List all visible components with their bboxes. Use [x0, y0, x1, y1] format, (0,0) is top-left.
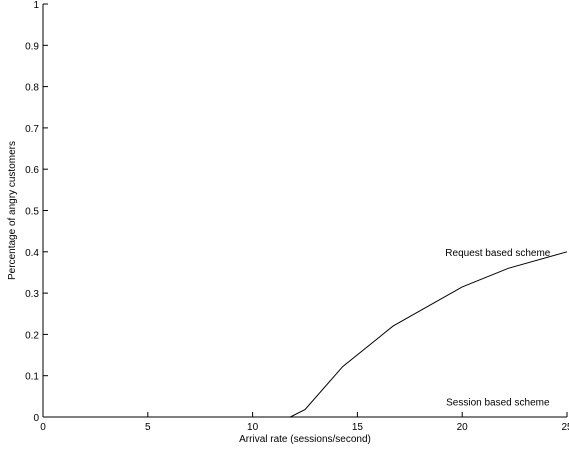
- tick-labels: 0 5 10 15 20 25 0 0.1 0.2 0.3 0.4 0.5 0.6 0.7 0.8 0.9 1: [25, 0, 569, 433]
- y-tick-label: 0.9: [25, 41, 39, 52]
- series-line-1: [43, 251, 568, 418]
- tick-marks: [42, 3, 568, 418]
- y-tick-label: 0.1: [25, 372, 39, 383]
- x-tick-label: 20: [457, 422, 469, 433]
- y-tick-label: 0.2: [25, 330, 39, 341]
- y-tick-label: 0: [33, 413, 39, 424]
- y-tick-label: 0.4: [25, 248, 39, 259]
- y-tick-label: 0.5: [25, 207, 39, 218]
- y-tick-label: 0.3: [25, 289, 39, 300]
- annotations: Request based scheme Session based scheme: [445, 248, 551, 409]
- annotation-label: Session based scheme: [446, 397, 550, 408]
- y-tick-label: 0.6: [25, 165, 39, 176]
- axes-frame: [42, 4, 567, 418]
- series-lines: [43, 251, 568, 418]
- y-tick-label: 1: [33, 0, 39, 11]
- x-tick-label: 15: [352, 422, 364, 433]
- y-axis-label: Percentage of angry customers: [7, 141, 18, 280]
- x-tick-label: 10: [247, 422, 259, 433]
- annotation-label: Request based scheme: [445, 248, 551, 259]
- y-tick-label: 0.8: [25, 83, 39, 94]
- x-axis-label: Arrival rate (sessions/second): [239, 434, 371, 445]
- x-tick-label: 0: [40, 422, 46, 433]
- x-tick-label: 5: [145, 422, 151, 433]
- y-tick-label: 0.7: [25, 124, 39, 135]
- x-tick-label: 25: [561, 422, 569, 433]
